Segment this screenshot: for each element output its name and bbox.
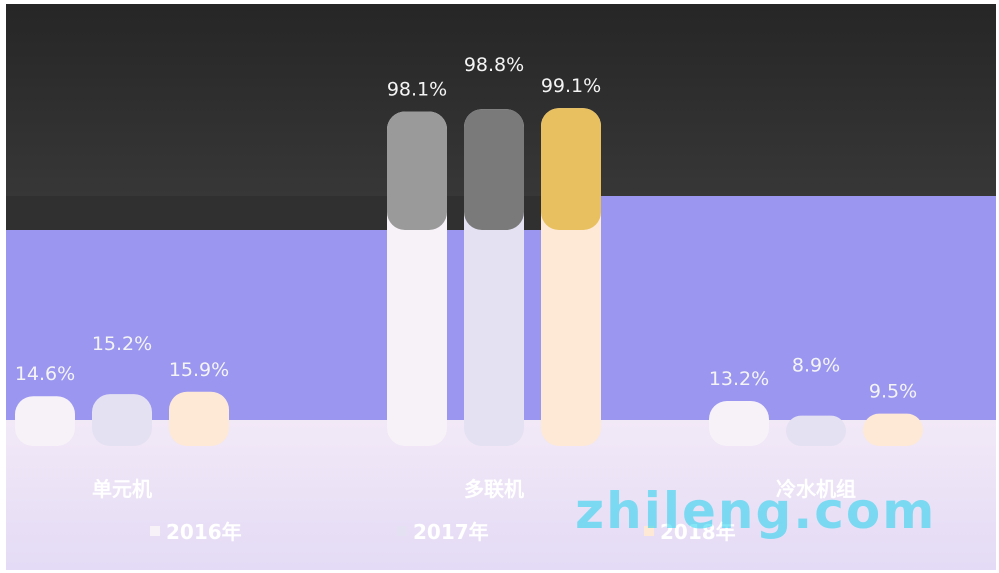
data-label-1-1: 98.8% [464, 54, 524, 76]
data-label-1-2: 99.1% [541, 75, 601, 97]
bar-2-2 [863, 413, 923, 446]
category-label-1: 多联机 [464, 477, 524, 501]
category-label-2: 冷水机组 [776, 477, 856, 501]
legend-label-2016: 2016年 [166, 520, 242, 544]
bar-top-1-1 [464, 109, 524, 230]
data-label-1-0: 98.1% [387, 78, 447, 100]
bar-0-0 [15, 396, 75, 446]
category-label-0: 单元机 [92, 477, 152, 501]
legend-swatch-2018 [644, 525, 654, 536]
legend-label-2018: 2018年 [660, 520, 736, 544]
data-label-0-0: 14.6% [15, 363, 75, 385]
legend-swatch-2017 [397, 525, 407, 536]
legend: 2016年 2017年 2018年 [150, 516, 891, 545]
data-label-2-2: 9.5% [869, 381, 917, 403]
data-label-2-0: 13.2% [709, 368, 769, 390]
legend-swatch-2016 [150, 525, 160, 536]
bar-2-0 [709, 400, 769, 446]
bar-0-2 [169, 391, 229, 446]
data-label-0-2: 15.9% [169, 359, 229, 381]
legend-item-2018: 2018年 [644, 516, 891, 545]
bar-top-1-0 [387, 111, 447, 230]
legend-item-2017: 2017年 [397, 516, 644, 545]
legend-item-2016: 2016年 [150, 516, 397, 545]
bar-0-1 [92, 394, 152, 446]
legend-label-2017: 2017年 [413, 520, 489, 544]
watermark: zhileng.com [575, 482, 937, 540]
bar-top-1-2 [541, 108, 601, 230]
bar-2-1 [786, 415, 846, 446]
data-label-0-1: 15.2% [92, 333, 152, 355]
data-label-2-1: 8.9% [792, 355, 840, 377]
